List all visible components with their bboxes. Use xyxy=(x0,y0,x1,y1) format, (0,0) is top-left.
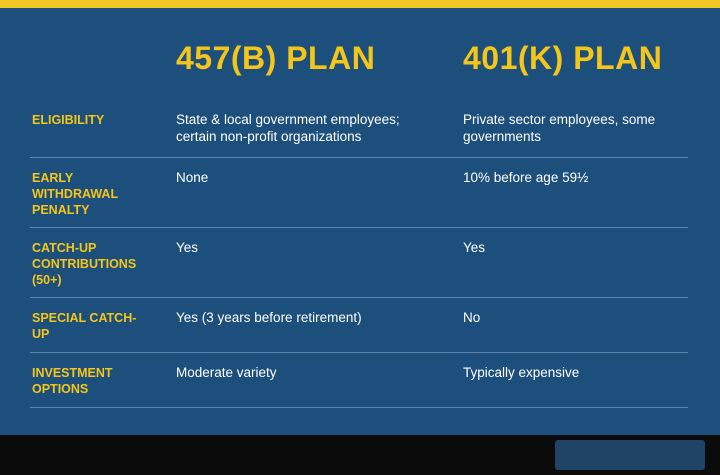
column-header: 457(B) PLAN xyxy=(176,40,376,76)
column-header: 401(K) PLAN xyxy=(463,40,663,76)
row-divider xyxy=(30,352,688,353)
table-cell: State & local government employees; cert… xyxy=(176,112,400,144)
top-stripe xyxy=(0,0,720,8)
table-cell: Private sector employees, some governmen… xyxy=(463,112,656,144)
row-divider xyxy=(30,227,688,228)
table-cell: No xyxy=(463,310,481,325)
row-label: INVESTMENT OPTIONS xyxy=(32,366,113,396)
row-label: CATCH-UP CONTRIBUTIONS (50+) xyxy=(32,241,137,287)
row-label: SPECIAL CATCH-UP xyxy=(32,311,137,341)
row-label: ELIGIBILITY xyxy=(32,113,105,127)
row-divider xyxy=(30,157,688,158)
table-cell: Typically expensive xyxy=(463,365,580,380)
logo xyxy=(555,440,705,470)
table-cell: None xyxy=(176,170,209,185)
row-divider xyxy=(30,297,688,298)
row-divider xyxy=(30,407,688,408)
table-cell: Yes xyxy=(176,240,199,255)
table-cell: Yes xyxy=(463,240,486,255)
table-cell: Moderate variety xyxy=(176,365,277,380)
table-cell: Yes (3 years before retirement) xyxy=(176,310,362,325)
row-label: EARLY WITHDRAWAL PENALTY xyxy=(32,171,118,217)
table-cell: 10% before age 59½ xyxy=(463,170,589,185)
